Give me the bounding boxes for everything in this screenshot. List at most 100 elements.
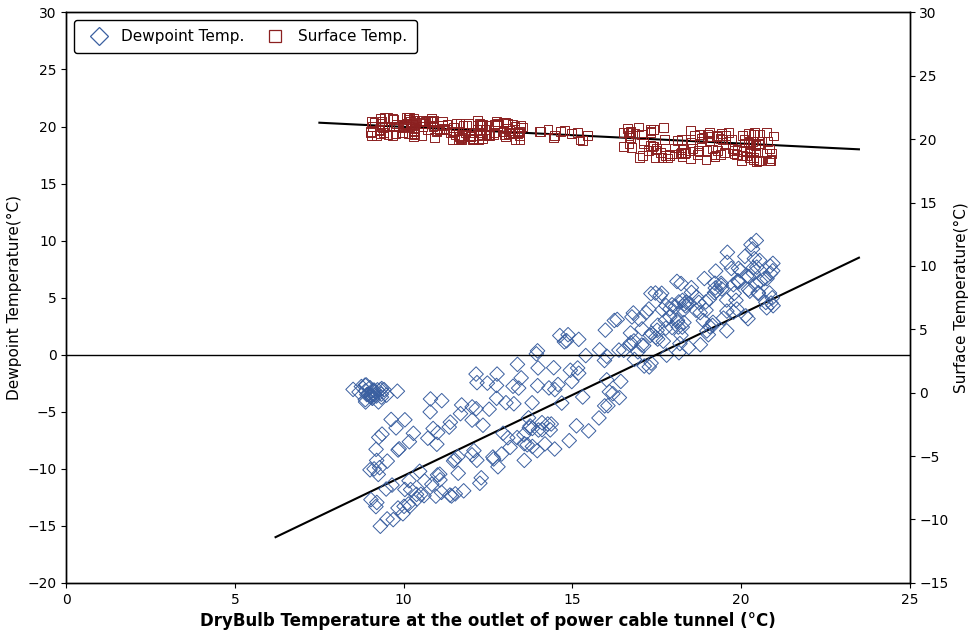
Point xyxy=(447,489,463,499)
Point xyxy=(650,320,666,331)
Point xyxy=(402,501,418,512)
Point xyxy=(616,141,631,152)
Point xyxy=(681,342,697,352)
Point xyxy=(456,486,471,496)
Point xyxy=(508,134,523,145)
Point xyxy=(737,145,752,155)
Point xyxy=(388,119,404,129)
Point xyxy=(678,297,694,307)
Point xyxy=(611,345,627,355)
Point xyxy=(544,419,559,429)
Point xyxy=(700,131,715,141)
Point xyxy=(416,118,431,129)
Point xyxy=(500,118,515,129)
Point xyxy=(376,385,391,395)
Point xyxy=(404,123,420,133)
Point xyxy=(761,155,777,166)
Point xyxy=(402,117,418,127)
Point xyxy=(546,132,561,143)
Point xyxy=(552,127,568,137)
Point xyxy=(463,131,478,141)
Point xyxy=(447,129,463,140)
Point xyxy=(364,393,380,403)
Point xyxy=(759,136,775,147)
Point xyxy=(638,308,654,318)
Point xyxy=(690,149,706,159)
Point xyxy=(642,140,658,150)
Point xyxy=(496,127,511,137)
Point xyxy=(363,392,379,402)
Point xyxy=(358,397,374,407)
X-axis label: DryBulb Temperature at the outlet of power cable tunnel (°C): DryBulb Temperature at the outlet of pow… xyxy=(200,612,776,630)
Point xyxy=(702,322,717,332)
Point xyxy=(676,148,692,159)
Point xyxy=(363,390,379,401)
Point xyxy=(506,399,521,409)
Point xyxy=(362,383,378,393)
Point xyxy=(506,381,521,391)
Point xyxy=(635,136,651,146)
Point xyxy=(414,131,429,141)
Point xyxy=(667,143,682,153)
Point xyxy=(509,433,525,443)
Point xyxy=(713,278,729,289)
Point xyxy=(380,456,395,466)
Point xyxy=(737,138,752,148)
Point xyxy=(707,287,722,297)
Point xyxy=(433,487,449,497)
Point xyxy=(676,317,692,327)
Point xyxy=(512,134,528,145)
Point xyxy=(647,153,663,163)
Point xyxy=(359,389,375,399)
Point xyxy=(438,124,454,134)
Point xyxy=(676,299,692,309)
Point xyxy=(470,131,486,141)
Point xyxy=(746,129,761,140)
Point xyxy=(452,131,468,141)
Point xyxy=(405,113,421,124)
Point xyxy=(740,313,755,324)
Point xyxy=(641,145,657,155)
Point xyxy=(420,124,435,134)
Point xyxy=(529,348,545,359)
Point xyxy=(710,145,725,155)
Point xyxy=(405,125,421,136)
Point xyxy=(463,131,478,141)
Point xyxy=(752,276,768,287)
Point xyxy=(745,244,760,254)
Point xyxy=(738,311,753,321)
Point xyxy=(658,323,673,333)
Point xyxy=(413,489,428,499)
Point xyxy=(749,262,764,272)
Point xyxy=(648,145,664,155)
Point xyxy=(479,120,495,131)
Point xyxy=(490,118,506,129)
Point xyxy=(368,501,384,512)
Point xyxy=(671,322,686,332)
Point xyxy=(513,122,529,132)
Point xyxy=(749,140,764,150)
Point xyxy=(697,273,712,283)
Point xyxy=(371,125,386,136)
Point xyxy=(498,117,513,127)
Point xyxy=(385,480,400,490)
Point xyxy=(424,113,439,124)
Point xyxy=(654,288,670,298)
Point xyxy=(375,121,390,131)
Point xyxy=(351,387,367,397)
Point xyxy=(626,336,641,346)
Point xyxy=(499,124,514,134)
Point xyxy=(487,119,503,129)
Point xyxy=(400,114,416,124)
Point xyxy=(426,122,441,132)
Point xyxy=(765,131,781,141)
Point xyxy=(423,407,438,417)
Point xyxy=(675,304,691,315)
Point xyxy=(705,144,720,154)
Point xyxy=(723,134,739,145)
Point xyxy=(510,129,526,139)
Point xyxy=(665,322,680,333)
Point xyxy=(725,143,741,154)
Point xyxy=(656,122,671,132)
Point xyxy=(465,134,480,145)
